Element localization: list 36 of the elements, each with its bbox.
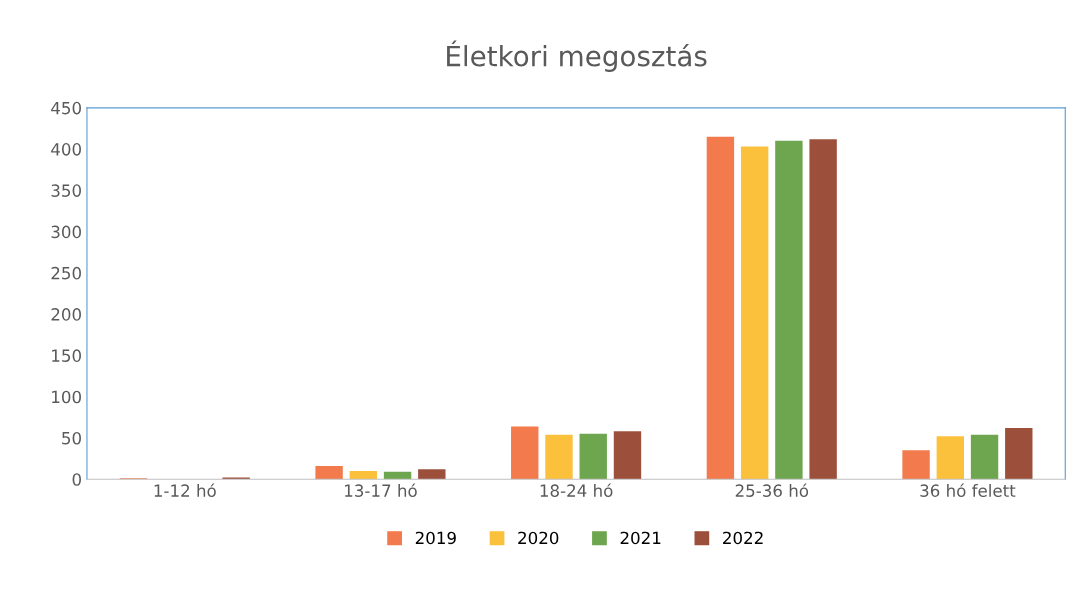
- bar: [775, 140, 803, 480]
- legend-label: 2022: [723, 531, 763, 545]
- y-tick-label: 400: [51, 143, 81, 156]
- x-tick-label: 13-17 hó: [345, 483, 417, 497]
- bar: [706, 136, 735, 480]
- legend-label: 2020: [518, 531, 559, 545]
- bar: [511, 426, 539, 480]
- bar: [315, 466, 343, 480]
- y-tick-label: 450: [51, 101, 81, 115]
- bar: [809, 139, 837, 480]
- x-tick-label: 1-12 hó: [154, 483, 216, 497]
- y-tick-label: 150: [52, 349, 81, 362]
- bar: [936, 436, 965, 480]
- y-tick-label: 250: [51, 266, 81, 280]
- bar: [579, 433, 607, 480]
- y-tick-label: 0: [72, 473, 81, 486]
- x-tick-label: 36 hó felett: [920, 483, 1016, 497]
- legend-label: 2019: [415, 531, 456, 545]
- chart-title: Életkori megosztás: [447, 40, 707, 72]
- y-tick-label: 200: [51, 308, 81, 321]
- bar: [613, 431, 642, 480]
- bar: [902, 450, 930, 480]
- bar: [740, 146, 769, 480]
- bar: [1005, 428, 1033, 480]
- y-tick-label: 100: [52, 390, 81, 404]
- bar: [349, 470, 378, 480]
- y-tick-label: 350: [51, 184, 81, 197]
- bar: [418, 469, 446, 480]
- x-tick-label: 18-24 hó: [540, 483, 613, 497]
- legend-label: 2021: [620, 531, 661, 545]
- y-tick-label: 300: [51, 225, 81, 239]
- bar: [970, 434, 999, 480]
- x-tick-label: 25-36 hó: [735, 483, 809, 497]
- bar: [545, 434, 573, 480]
- bar: [383, 471, 412, 480]
- y-tick-label: 50: [62, 431, 81, 445]
